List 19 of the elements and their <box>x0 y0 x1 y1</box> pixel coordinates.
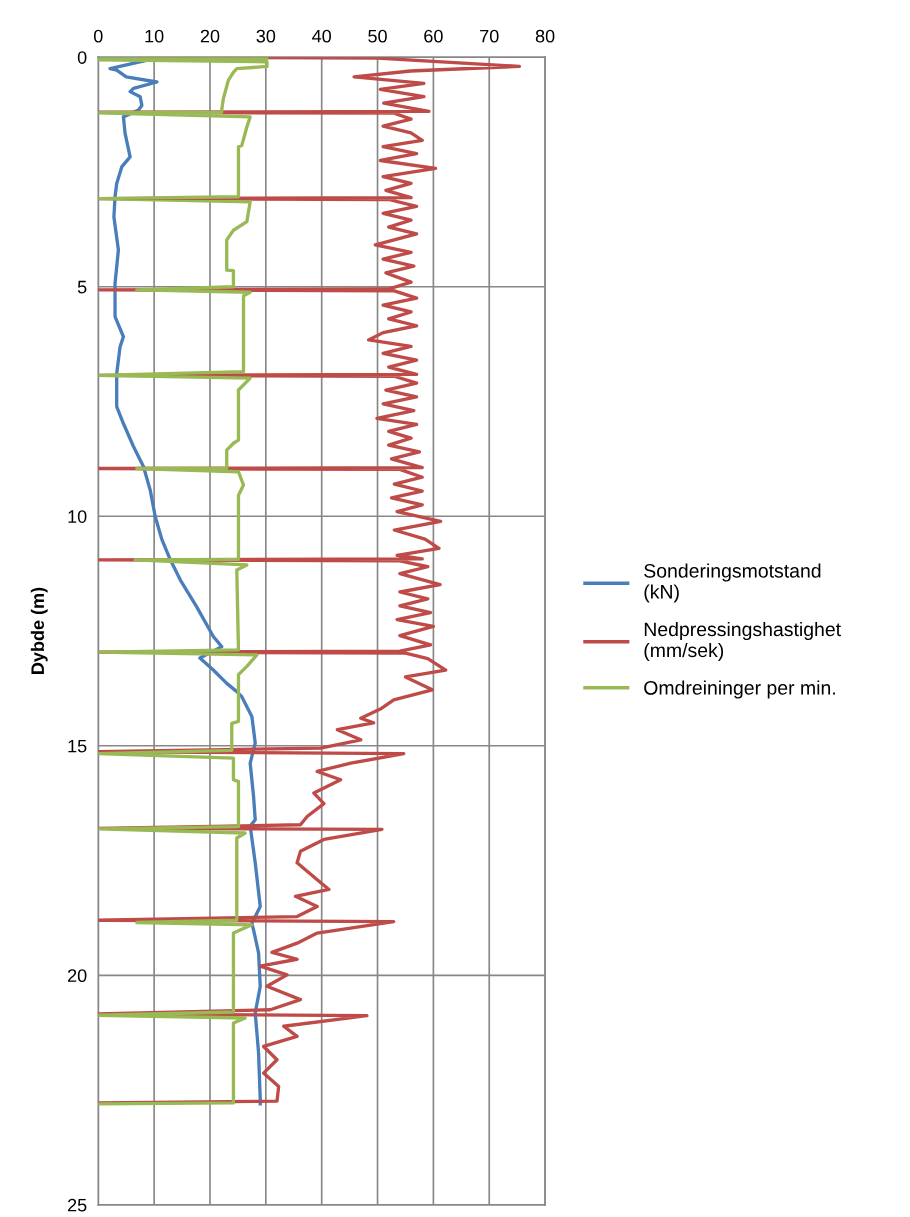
x-tick-label: 40 <box>312 29 332 43</box>
y-tick-label: 10 <box>68 510 87 523</box>
legend-label: Sonderingsmotstand (kN) <box>644 563 821 603</box>
x-tick-label: 30 <box>256 29 276 43</box>
x-tick-label: 0 <box>93 29 103 43</box>
x-tick-label: 10 <box>145 29 164 43</box>
y-axis-title: Dybde (m) <box>30 587 48 674</box>
x-tick-label: 60 <box>424 29 443 43</box>
x-tick-label: 50 <box>368 29 387 43</box>
y-tick-label: 5 <box>77 280 87 294</box>
x-tick-label: 20 <box>200 29 220 43</box>
legend-label: Omdreininger per min. <box>644 680 835 699</box>
y-tick-label: 20 <box>68 969 87 983</box>
y-tick-label: 0 <box>77 51 87 64</box>
x-tick-label: 70 <box>480 29 499 43</box>
y-tick-label: 25 <box>68 1198 87 1212</box>
x-tick-label: 80 <box>535 29 555 43</box>
legend-label: Nedpressingshastighet (mm/sek) <box>644 621 841 662</box>
y-tick-label: 15 <box>68 739 87 753</box>
